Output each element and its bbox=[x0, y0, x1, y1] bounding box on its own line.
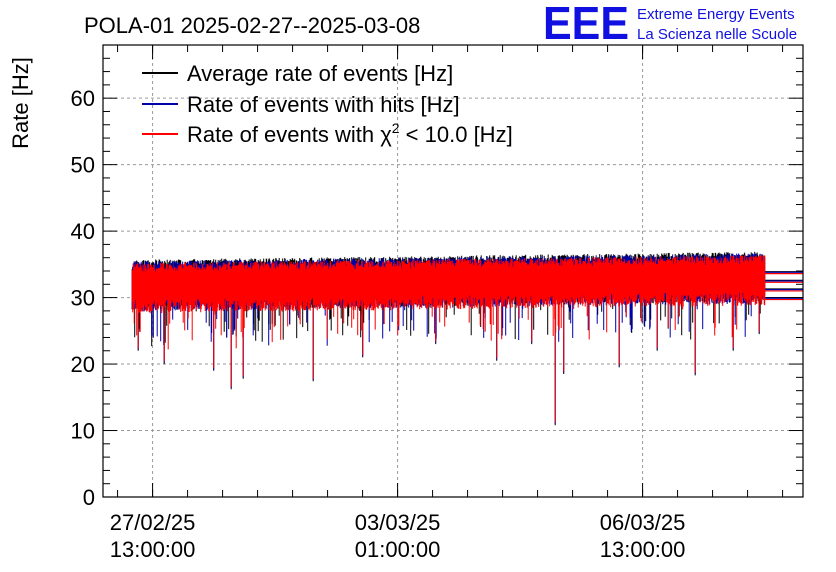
legend-label-average: Average rate of events [Hz] bbox=[187, 61, 453, 86]
y-tick-labels: 0 10 20 30 40 50 60 bbox=[71, 86, 95, 510]
y-tick-label: 50 bbox=[71, 153, 95, 178]
y-tick-label: 40 bbox=[71, 219, 95, 244]
chart-title: POLA-01 2025-02-27--2025-03-08 bbox=[84, 13, 420, 38]
y-tick-label: 60 bbox=[71, 86, 95, 111]
x-tick-label-time: 13:00:00 bbox=[600, 537, 686, 562]
eee-logo-letters: EEE bbox=[543, 0, 629, 49]
eee-logo-line2: La Scienza nelle Scuole bbox=[637, 26, 797, 43]
y-tick-label: 30 bbox=[71, 286, 95, 311]
x-tick-label-date: 27/02/25 bbox=[110, 510, 196, 535]
axes bbox=[102, 44, 804, 498]
series-trace-2 bbox=[131, 255, 766, 423]
series-layer bbox=[131, 251, 803, 426]
x-tick-labels: 27/02/2513:00:0003/03/2501:00:0006/03/25… bbox=[110, 510, 686, 562]
legend: Average rate of events [Hz] Rate of even… bbox=[142, 61, 513, 147]
y-tick-label: 0 bbox=[83, 485, 95, 510]
y-tick-label: 10 bbox=[71, 419, 95, 444]
eee-logo-line1: Extreme Energy Events bbox=[637, 6, 795, 23]
legend-label-chi2: Rate of events with χ2 < 10.0 [Hz] bbox=[187, 120, 513, 147]
legend-label-chi2-sup: 2 bbox=[392, 120, 400, 136]
legend-label-chi2-main: Rate of events with χ bbox=[187, 122, 392, 147]
legend-label-chi2-tail: < 10.0 [Hz] bbox=[400, 122, 513, 147]
x-tick-label-date: 06/03/25 bbox=[600, 510, 686, 535]
x-tick-label-time: 13:00:00 bbox=[110, 537, 196, 562]
eee-logo: EEE Extreme Energy Events La Scienza nel… bbox=[543, 0, 797, 49]
x-tick-label-date: 03/03/25 bbox=[355, 510, 441, 535]
legend-label-hits: Rate of events with hits [Hz] bbox=[187, 92, 460, 117]
y-tick-label: 20 bbox=[71, 352, 95, 377]
plot-frame bbox=[102, 44, 804, 498]
x-tick-label-time: 01:00:00 bbox=[355, 537, 441, 562]
y-axis-label: Rate [Hz] bbox=[8, 57, 33, 149]
